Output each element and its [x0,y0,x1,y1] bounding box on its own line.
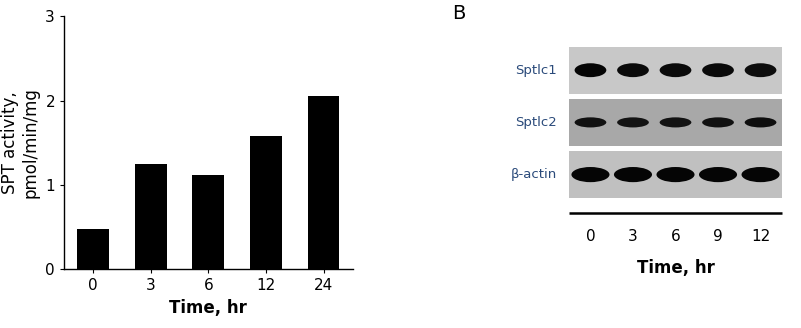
Ellipse shape [699,167,737,182]
Text: Sptlc1: Sptlc1 [515,64,557,77]
Text: B: B [452,4,465,23]
Ellipse shape [702,117,734,128]
Ellipse shape [617,117,649,128]
Text: 0: 0 [586,229,595,244]
Text: β-actin: β-actin [510,168,557,181]
Ellipse shape [574,63,606,77]
Bar [570,151,782,198]
Y-axis label: SPT activity,
pmol/min/mg: SPT activity, pmol/min/mg [1,87,40,198]
Bar [570,99,782,146]
Bar [308,96,340,269]
Bar [250,136,282,269]
Text: 9: 9 [713,229,723,244]
Ellipse shape [742,167,779,182]
Ellipse shape [660,117,691,128]
Ellipse shape [702,63,734,77]
Bar [570,47,782,94]
Ellipse shape [745,63,776,77]
Bar [135,164,167,269]
Bar [77,229,109,269]
Text: 12: 12 [751,229,771,244]
Bar [192,175,224,269]
Ellipse shape [617,63,649,77]
Text: 6: 6 [670,229,680,244]
Ellipse shape [660,63,691,77]
X-axis label: Time, hr: Time, hr [169,298,248,317]
Ellipse shape [657,167,694,182]
Text: Sptlc2: Sptlc2 [515,116,557,129]
Ellipse shape [571,167,610,182]
Ellipse shape [745,117,776,128]
Ellipse shape [614,167,652,182]
Ellipse shape [574,117,606,128]
Text: 3: 3 [628,229,638,244]
Text: Time, hr: Time, hr [637,259,714,277]
